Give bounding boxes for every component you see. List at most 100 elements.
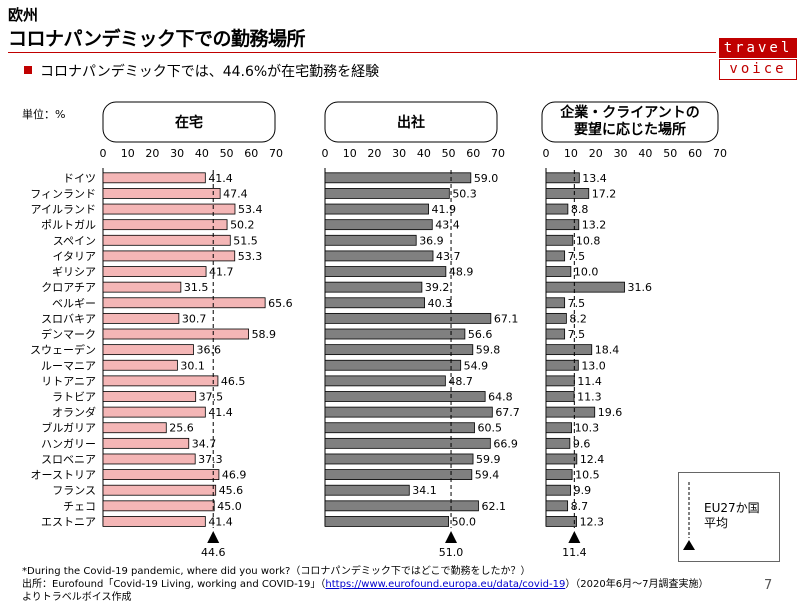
value-label: 10.3 — [575, 422, 600, 435]
country-label: スロバキア — [41, 312, 96, 325]
panel-title-box — [541, 101, 719, 143]
value-label: 58.9 — [252, 328, 277, 341]
value-label: 11.3 — [577, 390, 602, 403]
bar — [324, 297, 425, 309]
source-note: 出所：Eurofound「Covid-19 Living, working an… — [22, 575, 709, 590]
bar — [545, 500, 569, 512]
x-tick-label: 30 — [614, 147, 628, 160]
bar — [545, 297, 566, 309]
legend-label-line-2: 平均 — [704, 516, 729, 530]
bar — [102, 234, 231, 246]
x-tick-label: 50 — [663, 147, 677, 160]
country-label: ポルトガル — [41, 219, 96, 232]
eu27-average-marker — [445, 531, 458, 543]
value-label: 31.5 — [184, 281, 209, 294]
value-label: 36.9 — [419, 234, 444, 247]
bar — [102, 328, 249, 340]
value-label: 19.6 — [598, 406, 623, 419]
value-label: 59.9 — [476, 453, 501, 466]
value-label: 67.7 — [495, 406, 519, 419]
x-tick-label: 70 — [491, 147, 505, 160]
value-label: 25.6 — [169, 422, 194, 435]
bar — [102, 312, 180, 324]
panel-title: 要望に応じた場所 — [574, 121, 686, 138]
source-link[interactable]: https://www.eurofound.europa.eu/data/cov… — [325, 579, 566, 590]
value-label: 12.3 — [580, 515, 605, 528]
bar — [102, 250, 236, 262]
value-label: 7.5 — [568, 297, 586, 310]
eu27-average-label: 44.6 — [201, 546, 226, 559]
x-tick-label: 20 — [367, 147, 381, 160]
x-tick-label: 10 — [343, 147, 357, 160]
value-label: 54.9 — [464, 359, 489, 372]
country-label: スロベニア — [41, 453, 96, 466]
bar — [324, 391, 486, 402]
logo-line-1: travel — [719, 38, 797, 58]
country-label: チェコ — [63, 500, 96, 513]
value-label: 59.4 — [475, 469, 500, 482]
value-label: 64.8 — [488, 390, 513, 403]
value-label: 10.5 — [575, 469, 600, 482]
bar — [545, 234, 574, 246]
x-tick-label: 40 — [417, 147, 431, 160]
value-label: 46.9 — [222, 469, 247, 482]
x-tick-label: 40 — [638, 147, 652, 160]
value-label: 9.6 — [573, 437, 591, 450]
bar — [545, 469, 573, 480]
country-label: ギリシア — [52, 266, 96, 279]
value-label: 36.6 — [196, 344, 221, 357]
value-label: 53.3 — [238, 250, 263, 263]
bar — [324, 516, 449, 527]
value-label: 34.1 — [412, 484, 437, 497]
source-prefix: 出所：Eurofound「Covid-19 Living, working an… — [22, 579, 326, 590]
x-tick-label: 50 — [220, 147, 234, 160]
header-rule — [8, 52, 716, 53]
x-tick-label: 70 — [269, 147, 283, 160]
legend-label: EU27か国 平均 — [704, 501, 760, 531]
bar — [324, 234, 417, 246]
bar — [324, 453, 474, 465]
country-label: フィンランド — [30, 187, 96, 200]
value-label: 67.1 — [494, 312, 519, 325]
value-label: 62.1 — [481, 500, 506, 513]
eu27-average-label: 51.0 — [439, 546, 464, 559]
panel-title: 在宅 — [175, 114, 203, 131]
value-label: 59.0 — [474, 172, 499, 185]
bar — [102, 203, 236, 215]
bar — [102, 375, 219, 387]
credit-note: よりトラベルボイス作成 — [22, 592, 132, 603]
bar — [545, 359, 579, 371]
value-label: 59.8 — [476, 344, 501, 357]
bar — [102, 281, 182, 293]
bar — [102, 437, 190, 449]
bar — [545, 391, 575, 402]
bar — [324, 266, 447, 277]
bar — [102, 422, 167, 434]
country-label: スウェーデン — [30, 343, 96, 357]
bar — [545, 375, 575, 387]
x-tick-label: 50 — [442, 147, 456, 160]
country-label: イタリア — [52, 250, 96, 263]
country-label: アイルランド — [31, 203, 96, 216]
bar — [545, 453, 578, 465]
bar — [324, 422, 475, 434]
bar — [324, 406, 493, 418]
value-label: 60.5 — [478, 422, 503, 435]
bar — [102, 516, 206, 527]
country-label: オーストリア — [31, 469, 96, 482]
bar — [324, 250, 434, 262]
bar — [324, 484, 410, 496]
value-label: 10.8 — [576, 234, 601, 247]
country-label: リトアニア — [41, 375, 96, 388]
x-tick-label: 30 — [392, 147, 406, 160]
value-label: 8.8 — [571, 203, 589, 216]
eu27-average-marker — [568, 531, 581, 543]
eu27-average-label: 11.4 — [562, 546, 587, 559]
x-tick-label: 60 — [688, 147, 702, 160]
value-label: 13.0 — [581, 359, 606, 372]
value-label: 53.4 — [238, 203, 263, 216]
country-label: ドイツ — [63, 172, 96, 185]
value-label: 50.2 — [230, 219, 255, 232]
value-label: 41.4 — [208, 406, 233, 419]
